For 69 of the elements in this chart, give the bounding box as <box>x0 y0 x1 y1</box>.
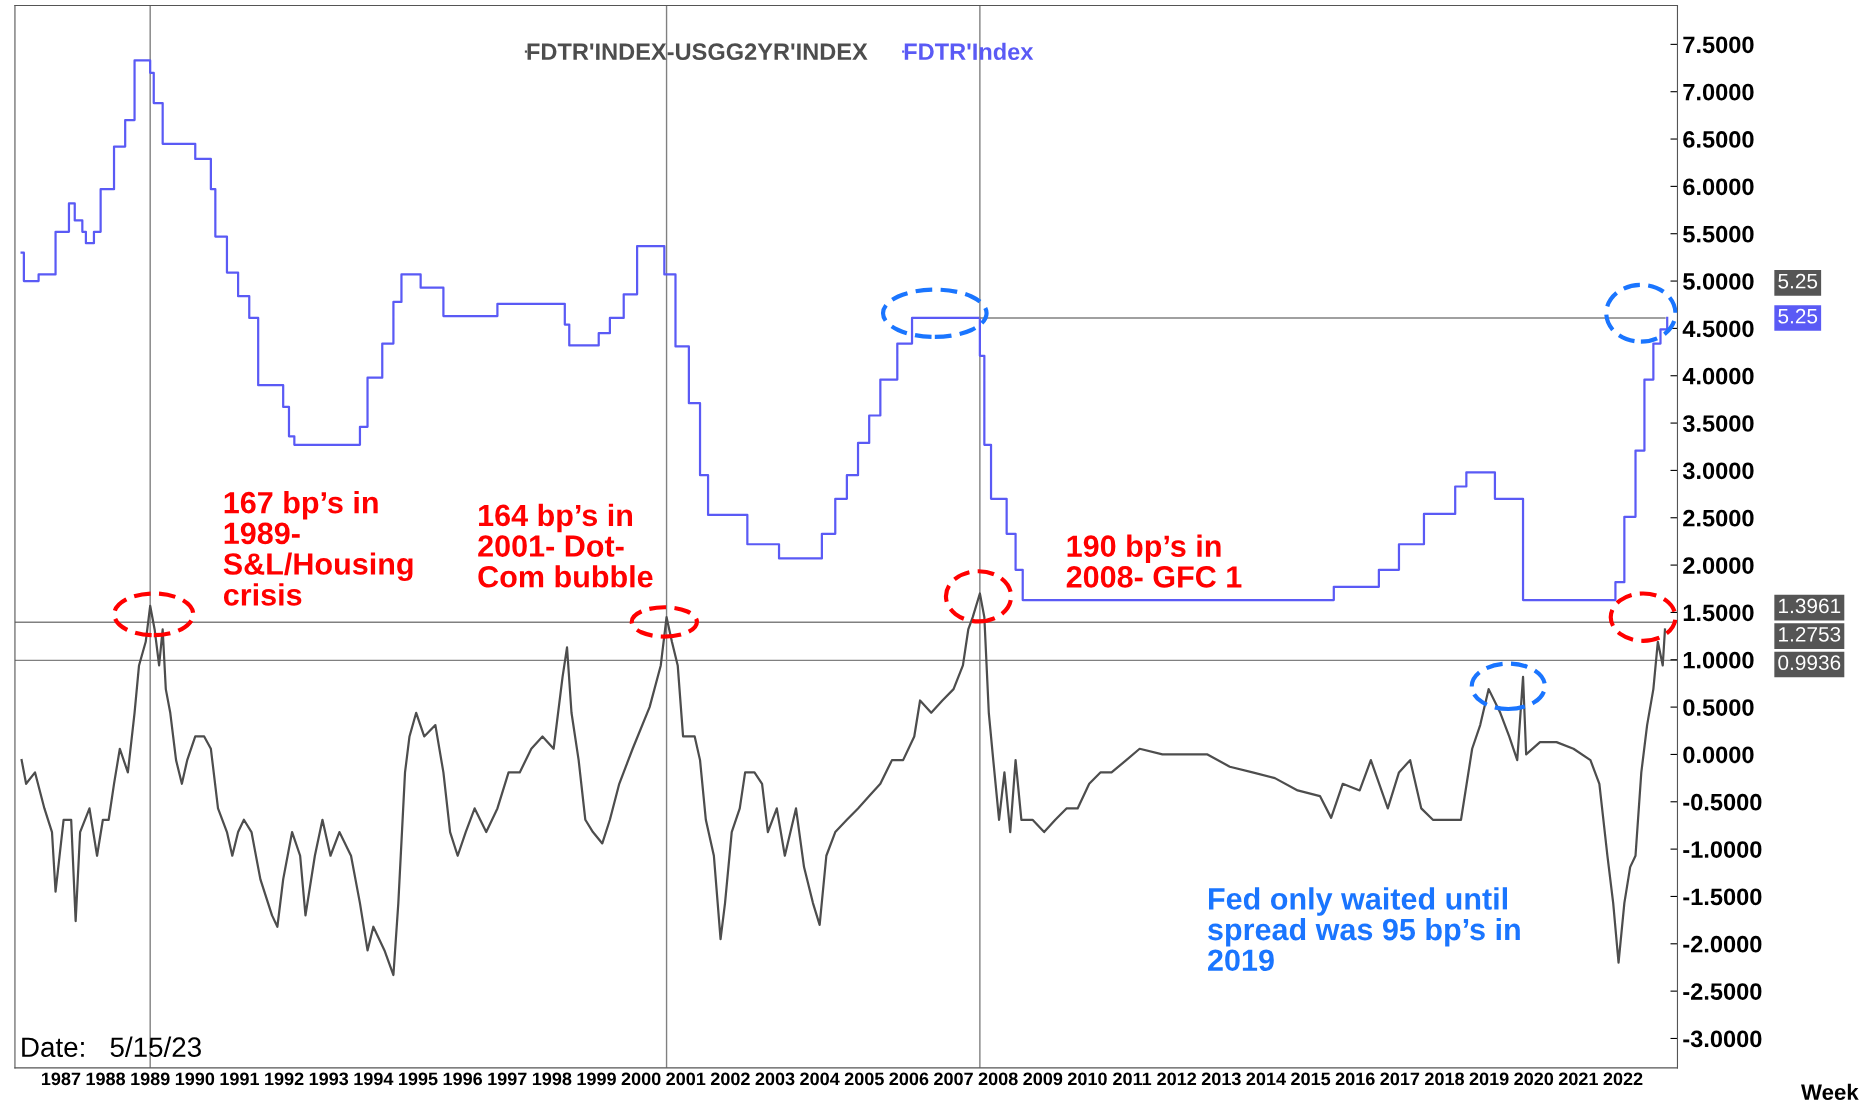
x-tick-label: 2015 <box>1291 1072 1331 1086</box>
x-tick-label: 2022 <box>1603 1072 1643 1086</box>
x-tick-label: 1988 <box>86 1072 126 1086</box>
x-tick-label: 1991 <box>220 1072 260 1086</box>
y-tick-label: 5.0000 <box>1683 273 1754 290</box>
x-tick-label: 2005 <box>844 1072 884 1086</box>
x-tick-label: 2006 <box>889 1072 929 1086</box>
x-tick-label: 2019 <box>1469 1072 1509 1086</box>
x-tick-label: 2013 <box>1201 1072 1241 1086</box>
text: 5.25 <box>1778 308 1818 324</box>
text: 1.3961 <box>1779 598 1841 614</box>
y-tick-label: 0.5000 <box>1683 699 1754 716</box>
y-tick-label: -2.0000 <box>1683 935 1762 953</box>
y-tick-label: 7.0000 <box>1683 83 1754 101</box>
x-tick-label: 2016 <box>1335 1072 1375 1086</box>
y-tick-label: 1.0000 <box>1683 651 1754 669</box>
y-tick-label: -1.5000 <box>1683 888 1762 906</box>
y-tick-label: 4.0000 <box>1682 367 1754 385</box>
x-tick-label: 1990 <box>175 1072 215 1086</box>
y-tick-label: 6.5000 <box>1683 131 1754 148</box>
text: 0.9936 <box>1778 655 1841 671</box>
x-tick-label: 1993 <box>309 1072 349 1086</box>
y-tick-label: 1.5000 <box>1683 604 1754 622</box>
y-tick-label: 4.5000 <box>1682 320 1754 338</box>
x-tick-label: 2018 <box>1425 1072 1465 1086</box>
x-tick-label: 2011 <box>1113 1072 1152 1086</box>
x-tick-label: 2008 <box>978 1072 1018 1086</box>
y-tick-label: 2.5000 <box>1683 509 1754 527</box>
x-tick-label: 2002 <box>710 1072 750 1086</box>
x-tick-label: 1989 <box>131 1072 170 1086</box>
x-tick-label: 2012 <box>1157 1072 1197 1086</box>
y-tick-label: 5.5000 <box>1683 225 1754 243</box>
y-tick-label: 3.0000 <box>1682 462 1754 480</box>
x-tick-label: 2000 <box>621 1072 661 1086</box>
x-tick-label: 1999 <box>577 1072 616 1086</box>
annotation: Date: 5/15/23 <box>22 1036 201 1058</box>
x-tick-label: 2014 <box>1246 1072 1286 1086</box>
x-tick-label: 2020 <box>1514 1072 1554 1086</box>
y-tick-label: 0.0000 <box>1683 746 1754 764</box>
x-tick-label: 1995 <box>399 1072 438 1086</box>
text: 5.25 <box>1778 273 1818 289</box>
x-tick-label: 2017 <box>1380 1072 1420 1086</box>
x-tick-label: 2021 <box>1558 1072 1598 1086</box>
y-tick-label: -2.5000 <box>1683 983 1762 1000</box>
x-tick-label: 1992 <box>265 1072 304 1086</box>
x-tick-label: 1994 <box>354 1072 394 1086</box>
x-tick-label: 2009 <box>1023 1072 1063 1086</box>
x-tick-label: 2010 <box>1067 1072 1107 1086</box>
annotation: 167 bp’s in 1989- S&L/Housing crisis <box>223 491 413 606</box>
y-tick-label: -3.0000 <box>1683 1030 1762 1048</box>
y-tick-label: -0.5000 <box>1683 793 1762 811</box>
annotation: Fed only waited until spread was 95 bp’s in 2019 <box>1208 887 1520 972</box>
x-tick-label: 1987 <box>41 1072 81 1086</box>
x-tick-label: 2001 <box>666 1072 706 1086</box>
x-tick-label: 1996 <box>443 1072 483 1086</box>
annotation: 190 bp’s in 2008- GFC 1 <box>1066 534 1242 588</box>
y-tick-label: 6.0000 <box>1683 178 1754 196</box>
annotation: 164 bp’s in 2001- Dot- Com bubble <box>478 503 653 588</box>
x-tick-label: 1998 <box>532 1072 572 1086</box>
x-tick-label: 2007 <box>934 1072 973 1086</box>
y-tick-label: 2.0000 <box>1683 557 1754 574</box>
y-tick-label: 7.5000 <box>1683 36 1754 54</box>
text: Week <box>1801 1083 1859 1101</box>
y-tick-label: -1.0000 <box>1683 841 1762 858</box>
x-tick-label: 1997 <box>488 1072 527 1086</box>
x-tick-label: 2004 <box>800 1072 840 1086</box>
x-tick-label: 2003 <box>755 1072 795 1086</box>
text: 1.2753 <box>1779 626 1841 642</box>
y-tick-label: 3.5000 <box>1682 415 1754 432</box>
